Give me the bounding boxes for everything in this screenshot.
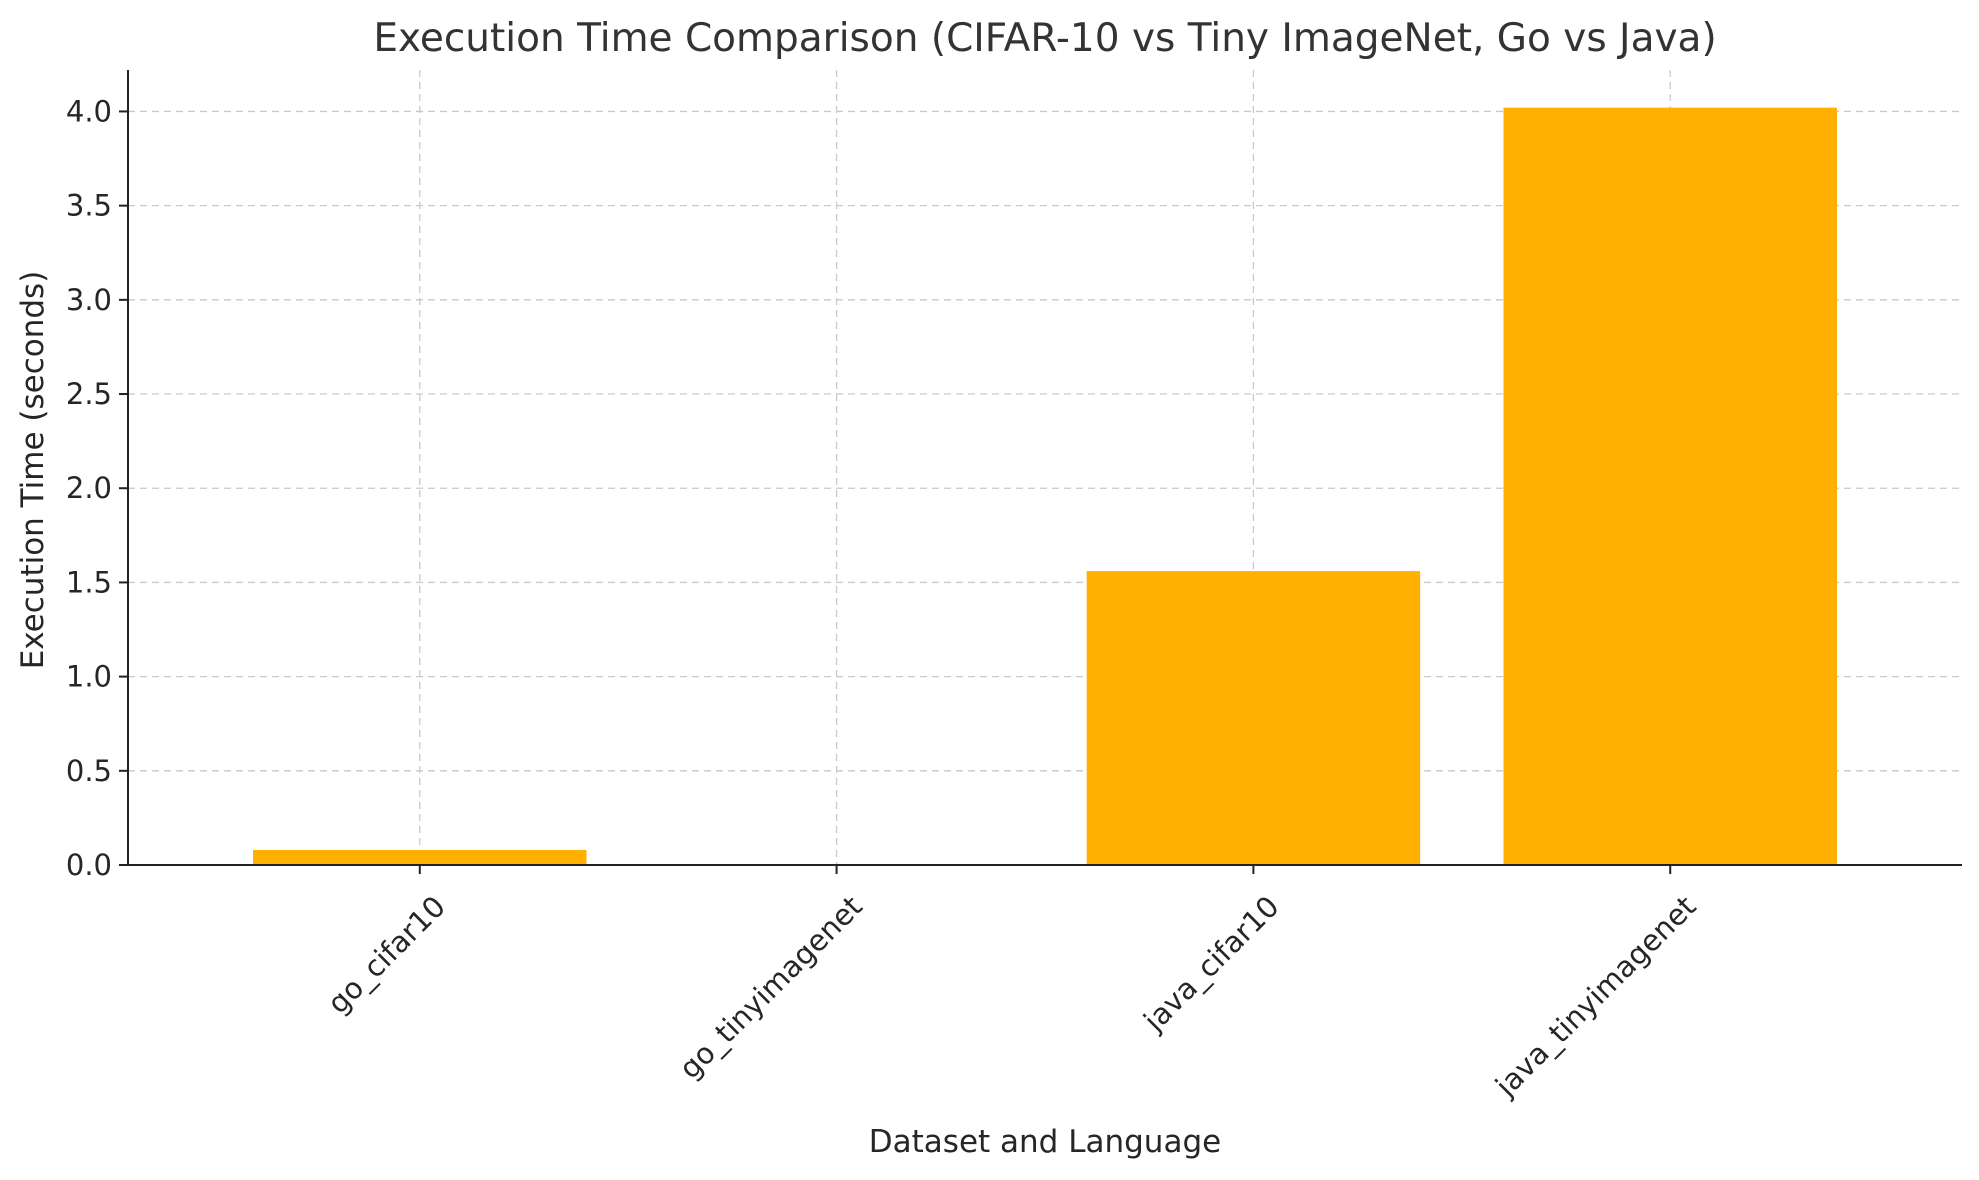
y-tick-label: 0.0: [66, 848, 112, 882]
bars-layer: [253, 107, 1837, 865]
y-ticks-layer: 0.0 0.5 1.0 1.5 2.0 2.5 3.0 3.5 4.0: [66, 94, 128, 882]
y-tick-label: 3.5: [66, 189, 112, 223]
x-axis-label: Dataset and Language: [869, 1124, 1221, 1160]
axes-layer: [127, 70, 1962, 866]
bar-java-tinyimagenet: [1503, 107, 1837, 865]
x-tick-label: java_cifar10: [1136, 889, 1285, 1038]
bar-java-cifar10: [1086, 571, 1421, 865]
y-tick-label: 2.0: [66, 471, 112, 505]
x-tick-label: go_cifar10: [321, 889, 452, 1020]
y-tick-label: 4.0: [66, 94, 112, 128]
chart-title: Execution Time Comparison (CIFAR-10 vs T…: [373, 16, 1716, 61]
y-tick-label: 0.5: [66, 754, 112, 788]
y-tick-label: 1.0: [66, 660, 112, 694]
y-axis-label: Execution Time (seconds): [15, 271, 51, 670]
y-tick-label: 1.5: [66, 565, 112, 599]
y-tick-label: 2.5: [66, 377, 112, 411]
y-tick-label: 3.0: [66, 283, 112, 317]
x-ticks-layer: go_cifar10 go_tinyimagenet java_cifar10 jav…: [321, 865, 1702, 1104]
bar-go-cifar10: [253, 849, 587, 865]
x-tick-label: java_tinyimagenet: [1488, 889, 1702, 1103]
x-tick-label: go_tinyimagenet: [673, 889, 869, 1085]
